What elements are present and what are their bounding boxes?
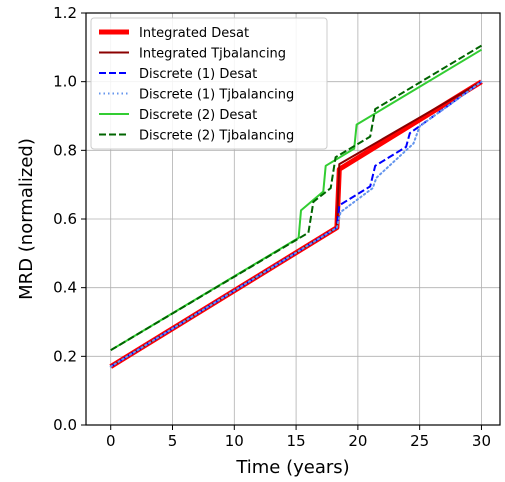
legend-label: Integrated Tjbalancing [139, 47, 286, 62]
legend-label: Discrete (1) Desat [139, 67, 257, 82]
x-tick-label: 10 [225, 432, 244, 450]
series-line-3 [110, 80, 483, 368]
x-axis-label: Time (years) [235, 457, 349, 478]
series-line-6 [110, 44, 483, 352]
legend-label: Integrated Desat [139, 26, 249, 41]
y-tick-label: 0.2 [53, 347, 77, 365]
y-tick-label: 1.2 [53, 4, 77, 22]
series-line-4 [109, 80, 483, 368]
x-tick-label: 5 [168, 432, 178, 450]
x-tick-label: 30 [472, 432, 491, 450]
legend: Integrated Desat Integrated Tjbalancing Di… [90, 17, 328, 150]
y-tick-label: 0.4 [53, 279, 77, 297]
y-axis-label: MRD (normalized) [16, 138, 37, 300]
series-layer [109, 44, 483, 369]
x-tick-label: 15 [287, 432, 306, 450]
legend-box [90, 17, 328, 150]
y-tick-label: 0.0 [53, 416, 77, 434]
x-tick-label: 0 [106, 432, 116, 450]
x-tick-label: 25 [410, 432, 429, 450]
legend-label: Discrete (1) Tjbalancing [139, 88, 294, 103]
legend-label: Discrete (2) Tjbalancing [139, 129, 294, 144]
x-tick-label: 20 [348, 432, 367, 450]
legend-label: Discrete (2) Desat [139, 108, 257, 123]
y-tick-label: 0.6 [53, 210, 77, 228]
ticks-layer: 0 5 10 15 20 25 30 0.0 0.2 0.4 0.6 0.8 1.0 1.2 [53, 4, 491, 450]
y-tick-label: 1.0 [53, 73, 77, 91]
series-line-5 [110, 48, 483, 352]
y-tick-label: 0.8 [53, 141, 77, 159]
